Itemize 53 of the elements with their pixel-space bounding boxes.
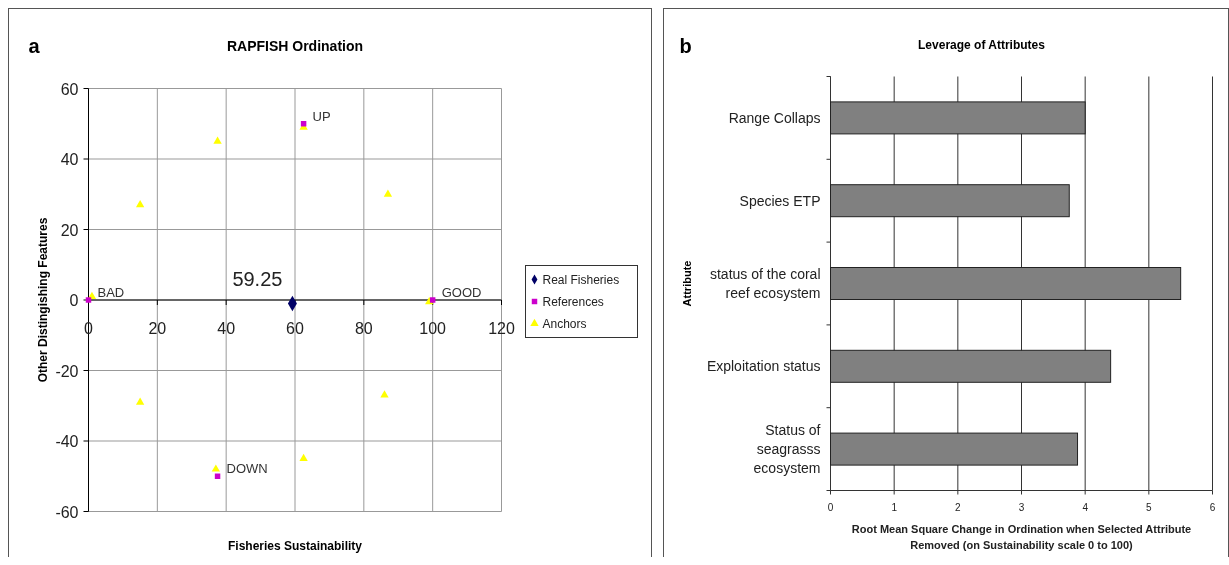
legend-label: References bbox=[542, 294, 604, 309]
x-axis-title: Root Mean Square Change in Ordination when Selected Attribute Removed (on Sustainability scale 0 to 100) bbox=[851, 522, 1192, 551]
x-tick-label: 3 bbox=[1018, 501, 1025, 513]
y-axis-title: Attribute bbox=[680, 260, 693, 307]
x-tick-label: 100 bbox=[419, 320, 447, 337]
text: b bbox=[679, 34, 692, 57]
bar bbox=[830, 349, 1112, 383]
y-tick-label: -20 bbox=[55, 362, 79, 380]
x-tick-label: 4 bbox=[1082, 501, 1089, 513]
annotation: 59.25 bbox=[232, 267, 283, 290]
bar bbox=[830, 184, 1070, 218]
y-tick-label: Status of seagrasss ecosystem bbox=[753, 422, 821, 477]
annotation: DOWN bbox=[226, 461, 268, 477]
point bbox=[380, 390, 389, 398]
y-tick-label: 0 bbox=[69, 292, 79, 309]
bar bbox=[830, 267, 1182, 300]
x-tick-label: 2 bbox=[955, 501, 962, 513]
y-tick-label: 60 bbox=[60, 80, 79, 98]
x-tick-label: 5 bbox=[1146, 501, 1153, 513]
y-tick-label: -40 bbox=[55, 433, 79, 450]
x-tick-label: 0 bbox=[827, 501, 834, 513]
x-tick-label: 20 bbox=[148, 320, 167, 337]
y-tick-label: 40 bbox=[60, 151, 79, 168]
y-tick-label: Exploitation status bbox=[706, 358, 821, 375]
point bbox=[135, 200, 145, 208]
bar bbox=[830, 432, 1079, 466]
x-tick-label: 6 bbox=[1209, 501, 1216, 513]
chart-title: RAPFISH Ordination bbox=[226, 37, 364, 54]
point bbox=[211, 464, 220, 472]
y-tick-label: -60 bbox=[55, 503, 79, 521]
legend-label: Real Fisheries bbox=[542, 272, 620, 287]
y-tick-label: Range Collaps bbox=[728, 109, 821, 126]
annotation: GOOD bbox=[441, 285, 482, 300]
x-axis-title: Fisheries Sustainability bbox=[227, 538, 363, 553]
y-axis-title: Other Distingishing Features bbox=[35, 217, 50, 383]
chart-title: Leverage of Attributes bbox=[918, 37, 1046, 52]
x-tick-label: 80 bbox=[354, 320, 373, 337]
point bbox=[213, 136, 222, 144]
x-tick-label: 1 bbox=[891, 501, 898, 513]
x-tick-label: 60 bbox=[286, 320, 304, 337]
point bbox=[135, 397, 145, 405]
x-tick-label: 40 bbox=[217, 320, 236, 337]
legend-label: Anchors bbox=[542, 316, 587, 331]
point bbox=[299, 453, 308, 462]
x-tick-label: 120 bbox=[488, 320, 515, 337]
text: a bbox=[28, 34, 41, 57]
point bbox=[383, 189, 393, 197]
y-tick-label: 20 bbox=[60, 221, 79, 239]
y-tick-label: status of the coral reef ecosystem bbox=[709, 266, 821, 301]
bar bbox=[830, 101, 1086, 135]
annotation: BAD bbox=[97, 285, 125, 300]
y-tick-label: Species ETP bbox=[739, 192, 821, 209]
annotation: UP bbox=[312, 108, 331, 124]
